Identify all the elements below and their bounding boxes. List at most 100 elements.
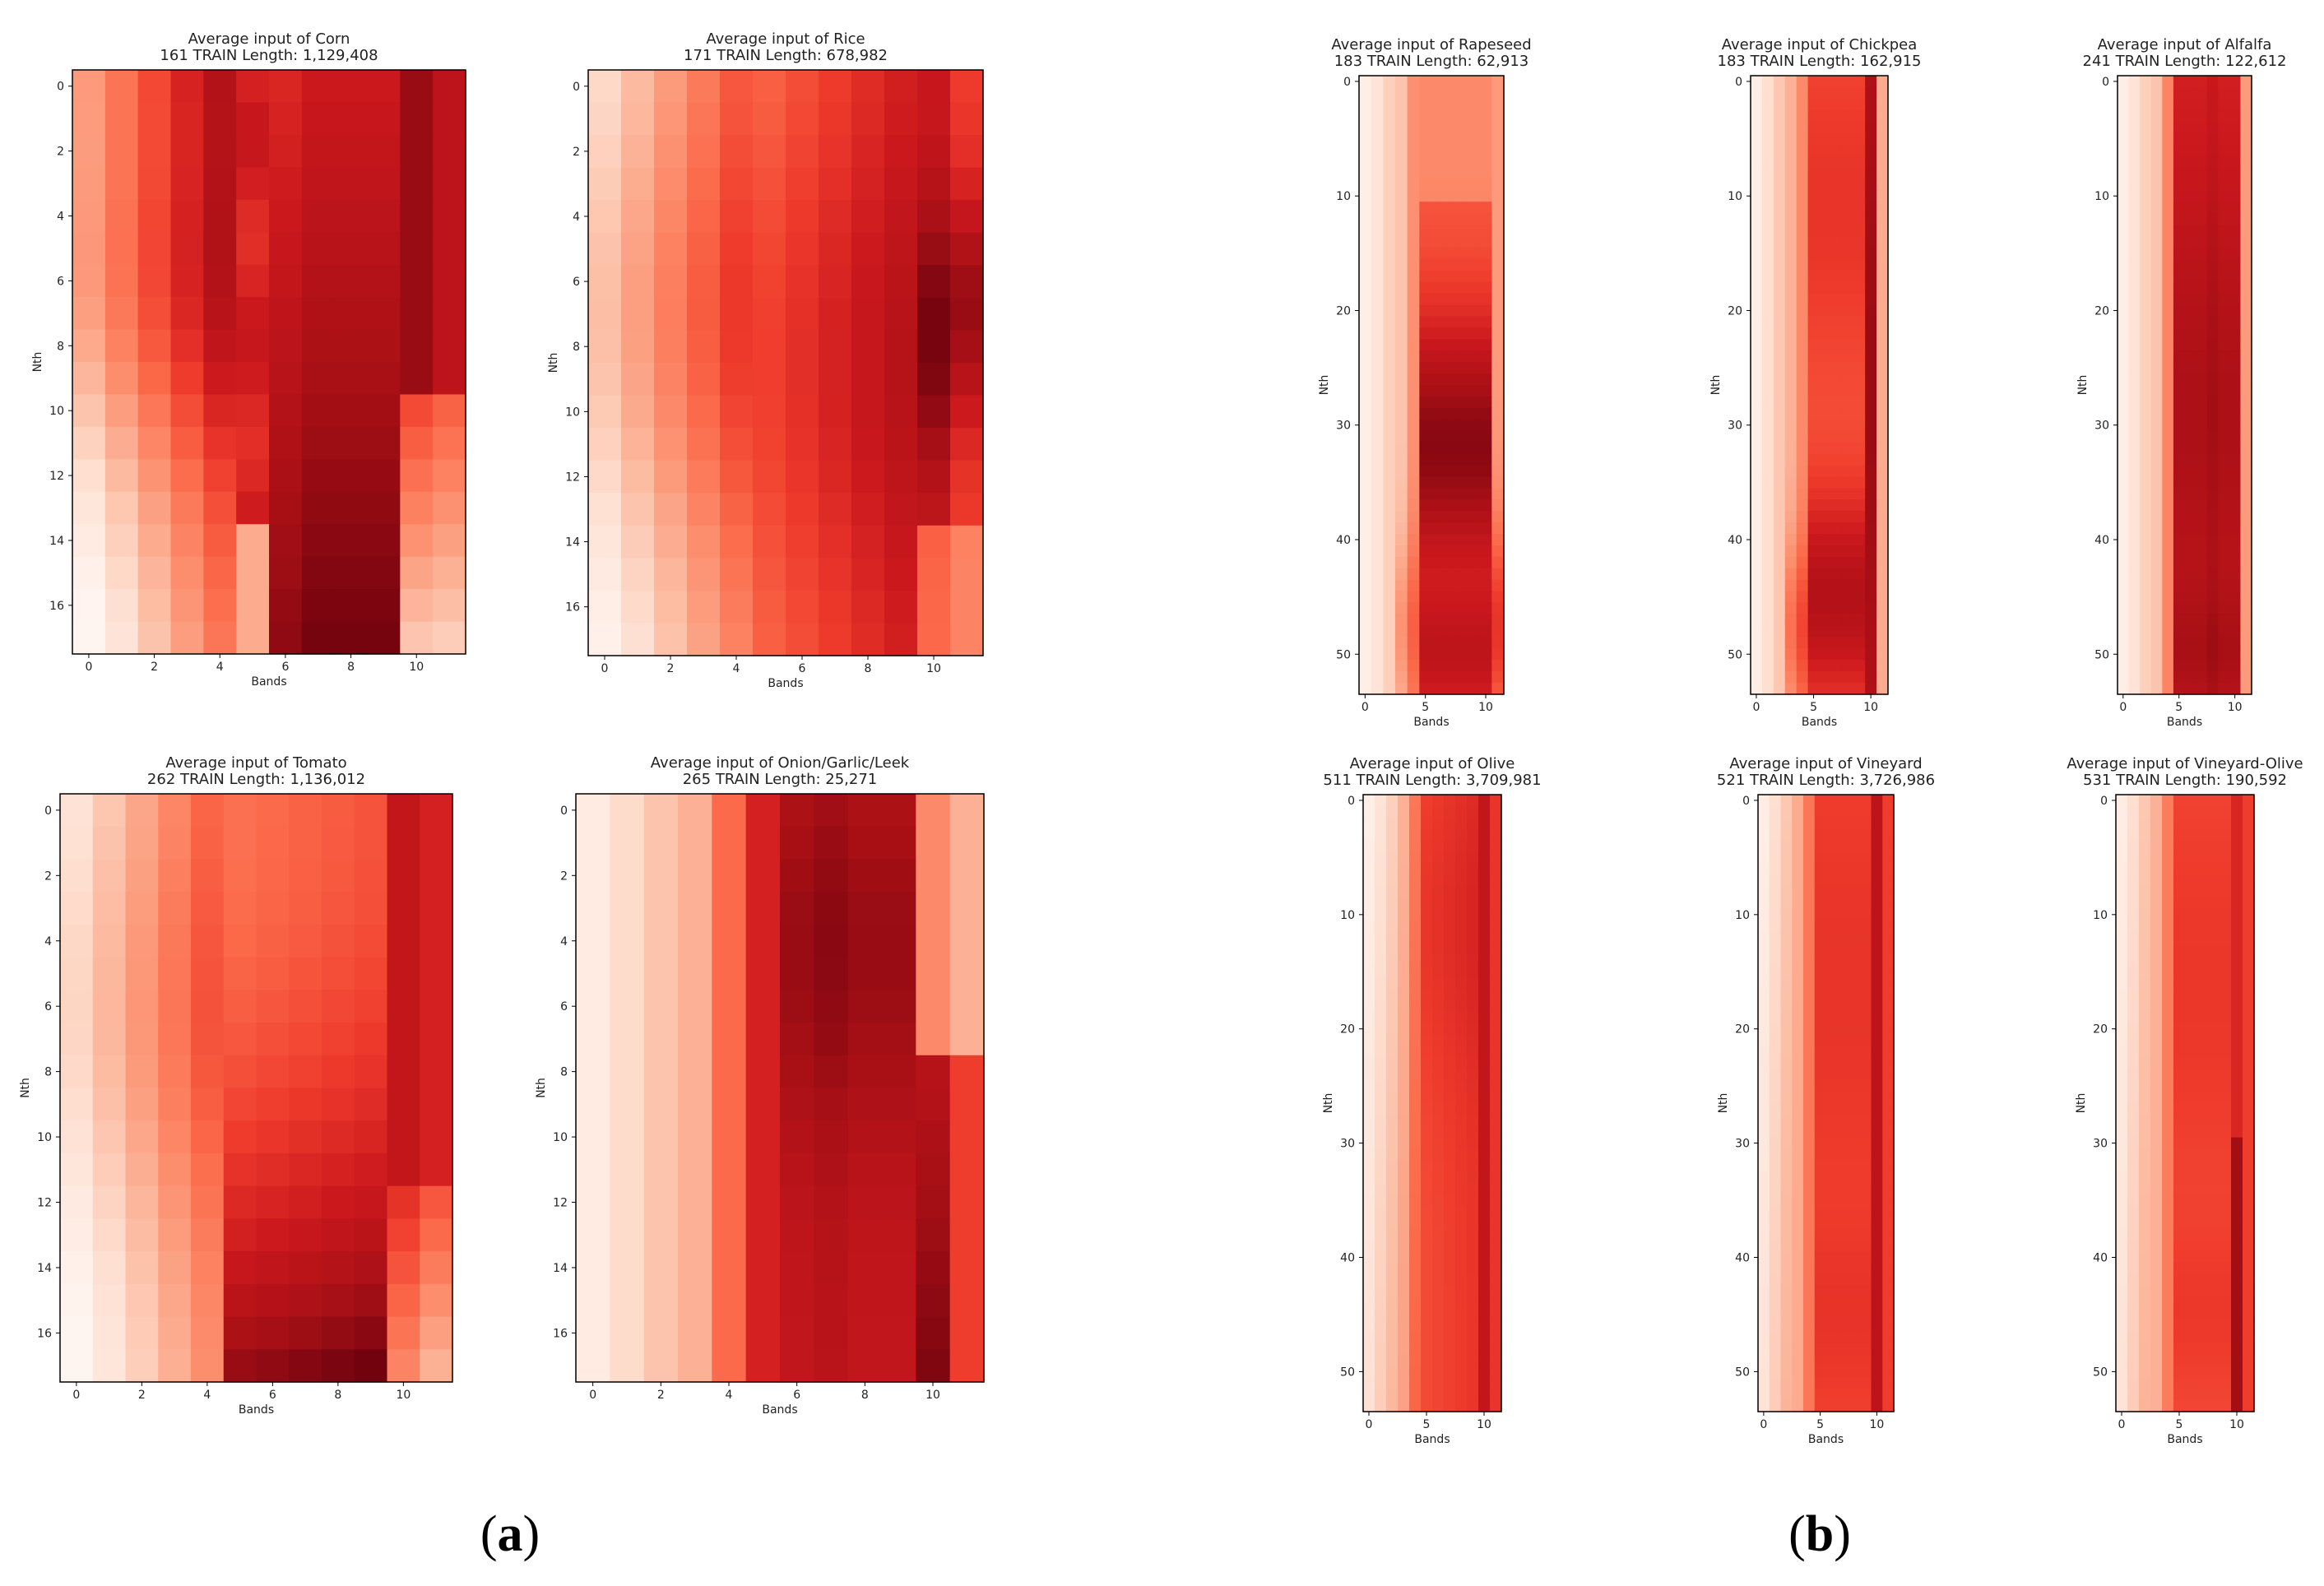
heatmap-cell [2206, 591, 2219, 604]
heatmap-cell [2229, 660, 2242, 672]
heatmap-cell [786, 525, 819, 559]
heatmap-cell [2127, 908, 2140, 921]
heatmap-cell [1371, 545, 1384, 558]
heatmap-cell [2220, 1319, 2232, 1333]
heatmap-cell [1807, 396, 1821, 409]
heatmap-cell [1814, 1092, 1827, 1104]
heatmap-cell [2206, 522, 2219, 535]
heatmap-cell [1375, 897, 1387, 910]
heatmap-cell [643, 990, 679, 1023]
heatmap-cell [1803, 1069, 1816, 1081]
heatmap-cell [1784, 591, 1798, 604]
heatmap-cell [1876, 488, 1889, 500]
y-tick-label: 0 [1742, 795, 1750, 808]
heatmap-cell [1363, 1057, 1375, 1069]
heatmap-cell [1375, 977, 1387, 990]
heatmap-cell [786, 167, 819, 201]
heatmap-cell [1865, 591, 1877, 604]
heatmap-cell [2196, 1263, 2209, 1275]
heatmap-cell [1842, 202, 1854, 214]
heatmap-cell [1419, 648, 1432, 661]
heatmap-cell [1479, 602, 1492, 615]
heatmap-cell [2150, 1251, 2163, 1264]
heatmap-cell [2150, 304, 2163, 318]
heatmap-cell [2231, 1251, 2243, 1264]
heatmap-cell [2229, 488, 2242, 500]
heatmap-cell [1842, 522, 1854, 535]
heatmap-cell [1359, 327, 1372, 340]
heatmap-cell [1398, 1171, 1410, 1184]
heatmap-cell [1837, 840, 1849, 853]
heatmap-cell [1751, 568, 1763, 581]
heatmap-cell [1455, 121, 1468, 134]
heatmap-cell [1432, 1377, 1445, 1389]
heatmap-cell [1761, 625, 1774, 638]
heatmap-cell [1398, 1389, 1410, 1401]
heatmap-cell [1490, 920, 1502, 933]
heatmap-cell [2118, 499, 2130, 512]
heatmap-cell [2173, 281, 2186, 294]
heatmap-cell [1830, 190, 1843, 202]
heatmap-cell [125, 859, 159, 893]
heatmap-cell [1479, 270, 1492, 283]
heatmap-cell [1375, 1137, 1387, 1150]
heatmap-cell [2243, 1046, 2255, 1059]
heatmap-cell [1825, 1366, 1838, 1378]
heatmap-cell [1421, 989, 1433, 1001]
heatmap-cell [1375, 886, 1387, 898]
heatmap-cell [2243, 977, 2255, 990]
heatmap-cell [1407, 190, 1420, 202]
heatmap-cell [2162, 167, 2174, 179]
heatmap-cell [1837, 1148, 1849, 1162]
heatmap-cell [1761, 499, 1774, 512]
heatmap-cell [1490, 966, 1502, 978]
heatmap-cell [1398, 1343, 1410, 1356]
heatmap-cell [2140, 109, 2152, 123]
heatmap-cell [1758, 1389, 1770, 1401]
heatmap-cell [1359, 637, 1372, 649]
heatmap-cell [1773, 499, 1786, 512]
heatmap-cell [2150, 155, 2163, 169]
heatmap-cell [2150, 98, 2163, 111]
heatmap-cell [1780, 1023, 1793, 1036]
heatmap-cell [1819, 373, 1832, 386]
heatmap-cell [1421, 805, 1433, 819]
heatmap-cell [1842, 442, 1854, 455]
heatmap-cell [1455, 1046, 1468, 1059]
heatmap-cell [223, 924, 257, 958]
heatmap-cell [2128, 76, 2141, 88]
heatmap-cell [104, 134, 139, 168]
heatmap-cell [1395, 396, 1408, 409]
heatmap-cell [1467, 1000, 1479, 1013]
heatmap-cell [1479, 522, 1492, 535]
heatmap-cell [2150, 213, 2163, 225]
heatmap-cell [1784, 155, 1798, 169]
heatmap-cell [2243, 817, 2255, 830]
heatmap-cell [1490, 863, 1502, 875]
heatmap-cell [1784, 190, 1798, 202]
heatmap-cell [1455, 614, 1468, 627]
x-tick-label: 4 [726, 1389, 733, 1402]
heatmap-cell [1409, 1069, 1422, 1081]
heatmap-cell [1859, 1377, 1872, 1389]
heatmap-cell [1814, 840, 1827, 853]
heatmap-cell [1395, 648, 1408, 661]
heatmap-cell [191, 892, 225, 925]
heatmap-cell [354, 892, 388, 925]
heatmap-cell [1431, 327, 1445, 340]
heatmap-cell [1751, 637, 1763, 649]
heatmap-cell [1758, 977, 1770, 990]
heatmap-cell [917, 525, 951, 559]
heatmap-cell [1455, 109, 1468, 123]
heatmap-cell [1773, 339, 1786, 351]
heatmap-cell [2150, 1034, 2163, 1047]
heatmap-cell [203, 589, 237, 623]
heatmap-cell [1432, 1160, 1445, 1172]
heatmap-cell [2196, 954, 2209, 967]
heatmap-cell [1443, 556, 1456, 569]
heatmap-cell [2127, 1206, 2140, 1218]
heatmap-cell [1830, 304, 1843, 318]
y-tick-label: 0 [1735, 76, 1742, 89]
heatmap-cell [1871, 1309, 1883, 1321]
heatmap-cell [643, 1251, 679, 1285]
